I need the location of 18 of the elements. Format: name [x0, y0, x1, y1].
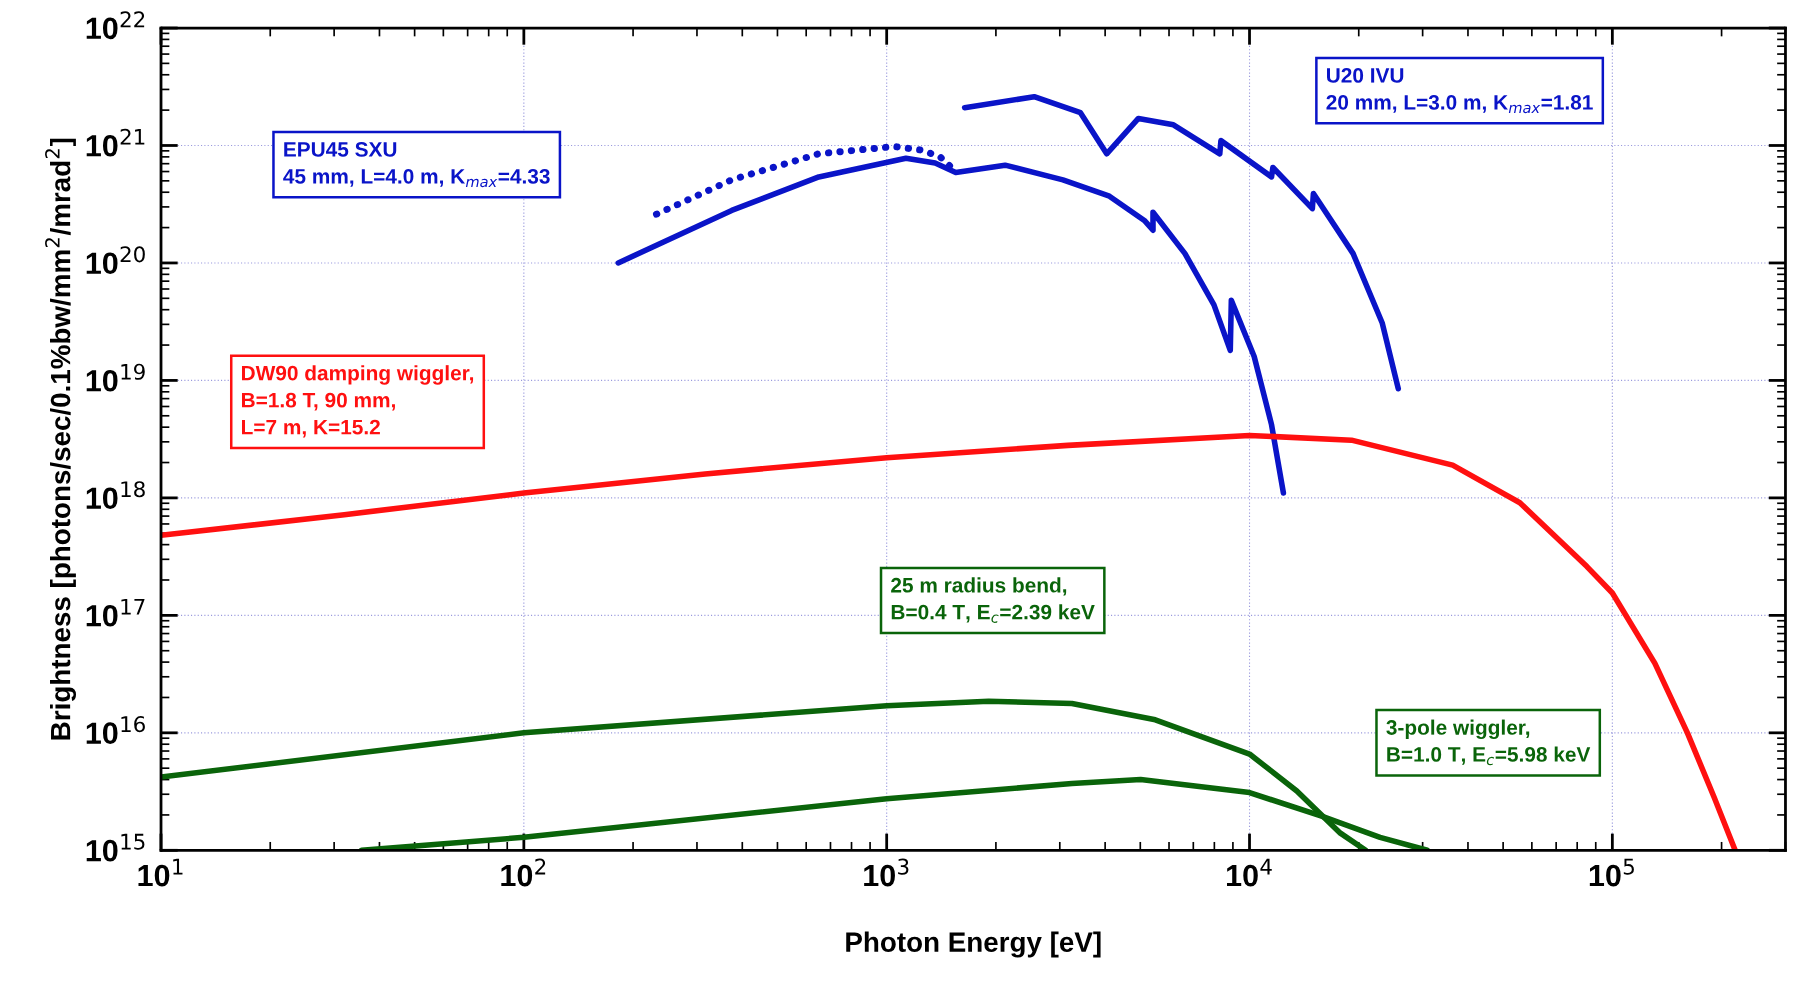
y-tick-label: 10$^{19}$ — [86, 363, 145, 392]
text: 3-pole wiggler, B=1.0 T, E$_{c}$=5.98 keV — [1386, 719, 1591, 766]
x-tick-label: 10$^{2}$ — [501, 858, 546, 887]
text: 25 m radius bend, B=0.4 T, E$_{c}$=2.39 keV — [891, 577, 1095, 623]
y-tick-label: 10$^{20}$ — [86, 246, 145, 275]
y-tick-label: 10$^{17}$ — [86, 598, 145, 627]
x-axis-title: Photon Energy [eV] — [846, 931, 1101, 958]
y-axis-title: Brightness [photons/sec/0.1%bw/mm$^{2}$/mrad$^{2}$] — [45, 138, 77, 740]
x-tick-label: 10$^{3}$ — [864, 858, 909, 887]
y-tick-label: 10$^{22}$ — [86, 11, 145, 40]
text: EPU45 SXU 45 mm, L=4.0 m, K$_{max}$=4.33 — [283, 142, 550, 188]
x-tick-label: 10$^{4}$ — [1227, 858, 1272, 887]
y-tick-label: 10$^{16}$ — [86, 716, 145, 744]
y-tick-label: 10$^{18}$ — [86, 481, 145, 510]
x-tick-label: 10$^{5}$ — [1589, 858, 1634, 887]
text: DW90 damping wiggler, B=1.8 T, 90 mm, L=7 m, K=15.2 — [242, 365, 474, 438]
y-tick-label: 10$^{21}$ — [86, 128, 145, 157]
text: U20 IVU 20 mm, L=3.0 m, K$_{max}$=1.81 — [1326, 68, 1593, 114]
